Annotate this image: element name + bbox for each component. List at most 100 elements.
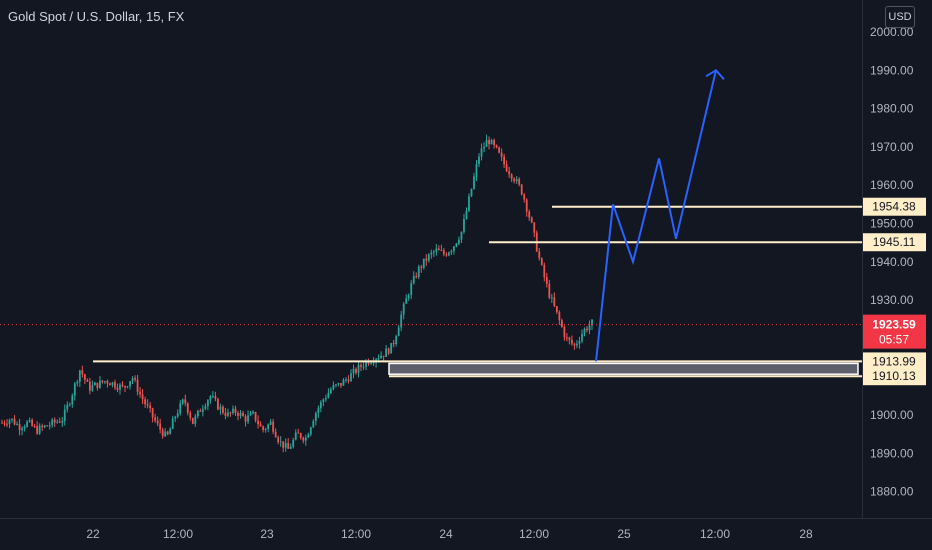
candle-body (232, 408, 234, 414)
candle-body (360, 364, 362, 367)
candle-body (179, 403, 182, 414)
candle-body (99, 380, 101, 388)
candle-body (415, 275, 418, 278)
x-tick-label: 28 (799, 527, 813, 541)
candle-body (483, 146, 485, 149)
x-tick-label: 12:00 (519, 527, 549, 541)
candle-body (294, 432, 297, 440)
candle-body (297, 432, 300, 434)
currency-button[interactable]: USD (885, 6, 915, 28)
candle-body (335, 384, 337, 386)
candle-body (78, 370, 81, 382)
x-tick-label: 12:00 (163, 527, 193, 541)
y-tick-label: 1880.00 (870, 485, 914, 499)
demand-zone[interactable] (388, 362, 859, 375)
candle-body (267, 424, 270, 429)
candle-body (525, 199, 528, 212)
candle-body (239, 412, 242, 416)
candle-body (46, 425, 49, 427)
candle-body (11, 418, 13, 421)
candle-body (530, 217, 533, 223)
candle-body (430, 252, 433, 255)
candle-body (33, 425, 36, 427)
candle-body (591, 319, 593, 326)
candle-body (450, 250, 453, 253)
candle-body (174, 416, 177, 419)
candle-body (81, 370, 84, 375)
level-price-tag (863, 197, 926, 216)
x-tick-label: 12:00 (700, 527, 730, 541)
candle-body (420, 266, 423, 268)
candle-body (382, 355, 385, 357)
candle-body (340, 383, 342, 386)
candle-body (565, 337, 568, 339)
candle-body (440, 250, 443, 252)
candle-body (533, 222, 536, 233)
candle-body (209, 396, 212, 401)
candle-body (380, 355, 383, 359)
candle-body (465, 210, 468, 220)
level-price-tag (863, 352, 926, 371)
candle-body (453, 246, 455, 251)
candle-body (149, 405, 152, 409)
candle-body (36, 426, 39, 434)
candle-body (470, 188, 473, 197)
price-axis[interactable]: 2000.00 1990.00 1980.00 1970.00 1960.00 1950.… (870, 25, 914, 499)
candle-body (289, 446, 292, 449)
candle-body (495, 145, 498, 148)
candle-body (588, 325, 591, 331)
candle-body (13, 418, 16, 425)
candle-body (327, 392, 330, 398)
candle-body (279, 441, 282, 443)
candle-body (166, 431, 169, 435)
candle-body (463, 219, 465, 232)
candle-body (319, 402, 322, 409)
level-price-tag (863, 367, 926, 386)
candle-body (402, 303, 405, 315)
candle-body (242, 412, 244, 417)
candle-body (400, 314, 403, 328)
candle-body (18, 423, 21, 431)
candle-body (96, 382, 99, 388)
candle-body (189, 412, 192, 418)
candle-body (357, 364, 360, 373)
candle-body (204, 406, 207, 409)
projected-path-line[interactable] (595, 70, 717, 362)
candle-body (475, 164, 478, 177)
candle-body (83, 374, 86, 380)
candle-body (312, 421, 315, 428)
candle-body (141, 394, 144, 400)
candle-body (407, 295, 410, 299)
candle-body (124, 385, 126, 388)
candle-body (362, 366, 365, 368)
candle-body (490, 140, 493, 145)
candle-body (317, 408, 320, 414)
candle-body (169, 428, 172, 435)
candle-body (56, 421, 59, 423)
candles-group (1, 134, 593, 453)
candle-body (43, 425, 46, 428)
candle-body (131, 378, 134, 382)
candle-body (58, 421, 61, 423)
candle-body (38, 425, 41, 434)
candle-body (503, 156, 506, 165)
candle-body (91, 385, 94, 391)
time-axis[interactable]: 22 12:00 23 12:00 24 12:00 25 12:00 28 (86, 527, 813, 541)
candle-body (211, 396, 214, 398)
candle-body (277, 437, 280, 443)
candle-body (442, 250, 445, 255)
candle-body (447, 252, 450, 256)
candle-body (6, 423, 8, 425)
candle-body (513, 178, 516, 182)
candle-body (405, 298, 408, 304)
candle-body (550, 297, 553, 299)
candle-body (576, 343, 578, 346)
candle-body (164, 431, 167, 437)
candle-body (222, 406, 224, 413)
candle-body (560, 320, 563, 327)
y-tick-label: 1940.00 (870, 255, 914, 269)
candle-body (355, 368, 357, 373)
candle-body (101, 380, 104, 383)
